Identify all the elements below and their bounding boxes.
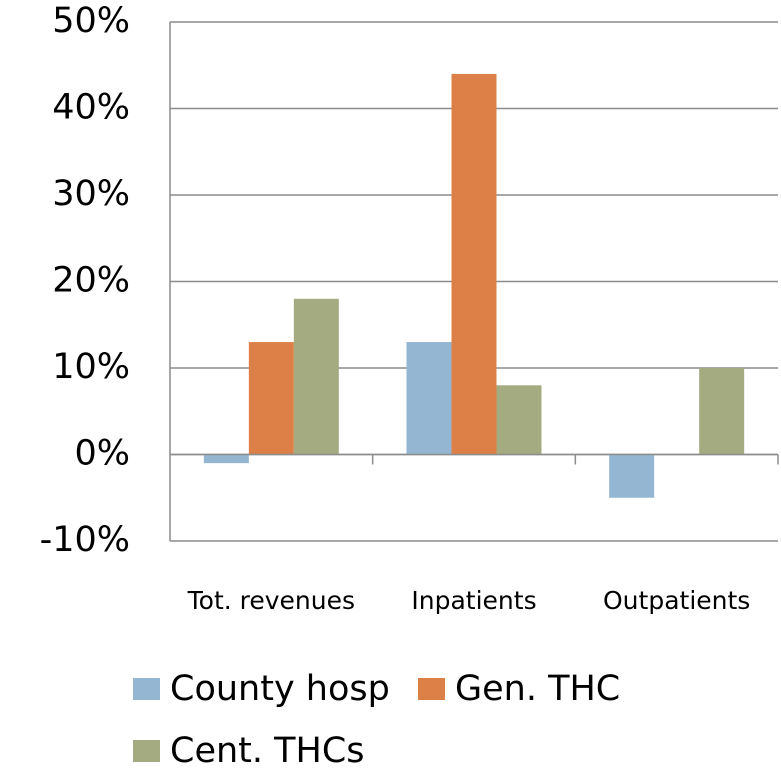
y-tick-label: 30% <box>52 174 130 214</box>
x-tick-label: Tot. revenues <box>187 586 355 615</box>
legend-label: County hosp <box>170 669 390 709</box>
legend-swatch <box>133 740 160 762</box>
y-tick-label: 50% <box>52 1 130 41</box>
y-tick-label: 40% <box>52 88 130 128</box>
legend-swatch <box>418 678 445 700</box>
legend-label: Cent. THCs <box>170 731 365 771</box>
y-tick-label: 10% <box>52 347 130 387</box>
x-tick-label: Outpatients <box>603 586 750 615</box>
legend-label: Gen. THC <box>455 669 620 709</box>
bar <box>203 454 249 464</box>
bar <box>451 73 497 455</box>
bar <box>609 454 655 498</box>
bar <box>406 342 452 455</box>
bar <box>248 342 294 455</box>
y-tick-label: -10% <box>40 520 130 560</box>
y-tick-label: 20% <box>52 261 130 301</box>
x-tick-label: Inpatients <box>411 586 536 615</box>
bar <box>699 368 745 455</box>
bar <box>293 298 339 455</box>
y-tick-label: 0% <box>74 434 130 474</box>
legend-swatch <box>133 678 160 700</box>
bar <box>496 385 542 455</box>
